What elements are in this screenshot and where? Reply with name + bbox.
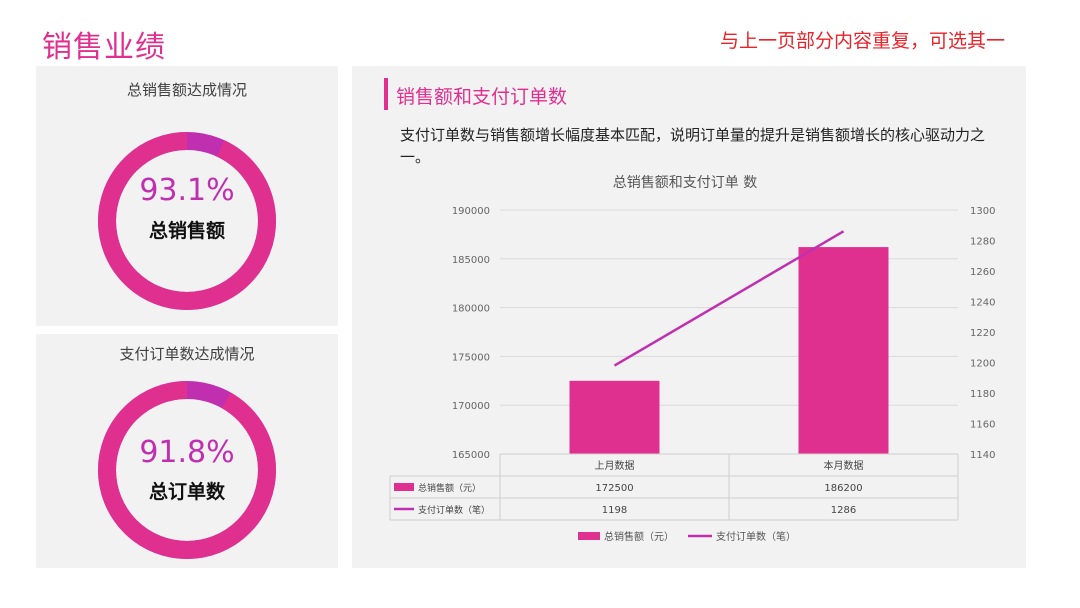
x-category-label: 上月数据 xyxy=(595,459,635,472)
kpi-donut-chart xyxy=(98,132,276,310)
y-right-tick-label: 1200 xyxy=(970,359,995,370)
y-right-tick-label: 1140 xyxy=(970,450,995,461)
kpi-panel-orders: 支付订单数达成情况 91.8% 总订单数 xyxy=(36,334,338,568)
legend-label: 总销售额（元） xyxy=(604,530,674,543)
section-title-bar xyxy=(384,78,388,110)
page-title: 销售业绩 xyxy=(42,30,166,65)
table-value: 172500 xyxy=(595,483,633,494)
series-line-orders xyxy=(613,230,845,367)
table-value: 186200 xyxy=(824,483,862,494)
donut-progress-arc xyxy=(98,132,276,310)
y-right-tick-label: 1300 xyxy=(970,206,995,217)
y-right-tick-label: 1260 xyxy=(970,267,995,278)
kpi-percent: 91.8% xyxy=(139,435,235,470)
kpi-donut-chart xyxy=(98,381,276,559)
donut-progress-arc xyxy=(98,381,276,559)
table-series-name: 支付订单数（笔） xyxy=(418,504,490,516)
y-right-tick-label: 1280 xyxy=(970,237,995,248)
y-left-tick-label: 165000 xyxy=(452,450,490,461)
kpi-percent: 93.1% xyxy=(139,173,235,208)
y-left-tick-label: 175000 xyxy=(452,352,490,363)
table-legend-key-bar xyxy=(394,483,414,491)
legend-label: 支付订单数（笔） xyxy=(716,530,796,543)
bar xyxy=(798,247,889,454)
section-title: 销售额和支付订单数 xyxy=(396,86,568,108)
y-left-tick-label: 185000 xyxy=(452,255,490,266)
top-note: 与上一页部分内容重复，可选其一 xyxy=(720,30,1006,52)
table-series-name: 总销售额（元） xyxy=(418,482,481,494)
y-right-tick-label: 1240 xyxy=(970,298,995,309)
main-chart-panel xyxy=(352,66,1026,568)
legend-key-bar xyxy=(578,532,600,540)
kpi-label: 总订单数 xyxy=(148,481,225,503)
x-category-label: 本月数据 xyxy=(824,459,864,472)
kpi-panel-sales: 总销售额达成情况 93.1% 总销售额 xyxy=(36,66,338,326)
y-right-tick-label: 1220 xyxy=(970,328,995,339)
chart-title: 总销售额和支付订单 数 xyxy=(612,175,758,191)
y-left-tick-label: 170000 xyxy=(452,401,490,412)
table-value: 1198 xyxy=(602,505,627,516)
kpi-title: 支付订单数达成情况 xyxy=(119,345,255,363)
y-right-tick-label: 1160 xyxy=(970,420,995,431)
table-value: 1286 xyxy=(831,505,856,516)
y-left-tick-label: 180000 xyxy=(452,304,490,315)
y-right-tick-label: 1180 xyxy=(970,389,995,400)
bar xyxy=(569,380,660,454)
section-description: 支付订单数与销售额增长幅度基本匹配，说明订单量的提升是销售额增长的核心驱动力之一… xyxy=(400,126,986,166)
y-left-tick-label: 190000 xyxy=(452,206,490,217)
kpi-title: 总销售额达成情况 xyxy=(126,81,247,99)
kpi-label: 总销售额 xyxy=(148,220,225,242)
